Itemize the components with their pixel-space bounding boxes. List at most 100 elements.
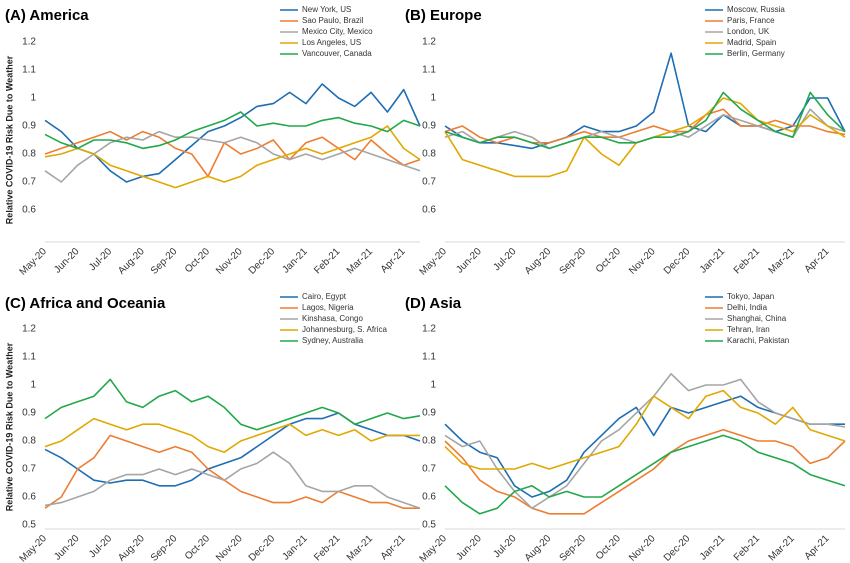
x-tick-label: Jul-20 (87, 533, 114, 560)
series-line (44, 378, 421, 431)
x-tick-label: Jan-21 (698, 246, 728, 276)
y-tick-label: 1 (30, 380, 36, 391)
x-tick-label: Mar-21 (345, 246, 375, 276)
x-tick-label: Jan-21 (698, 533, 728, 563)
y-tick-label: 1.2 (22, 37, 36, 48)
legend-label: Moscow, Russia (727, 5, 785, 14)
y-tick-label: 1.1 (422, 65, 436, 76)
x-tick-label: Feb-21 (732, 533, 762, 563)
x-tick-label: May-20 (18, 533, 50, 563)
x-tick-label: Dec-20 (662, 533, 693, 563)
series-line (44, 111, 421, 150)
x-tick-label: Oct-20 (183, 246, 212, 275)
x-tick-label: Oct-20 (594, 246, 623, 275)
legend-label: Los Angeles, US (302, 38, 361, 47)
y-axis-label: Relative COVID-19 Risk Due to Weather (4, 55, 14, 224)
series-line (44, 130, 421, 183)
y-tick-label: 0.7 (422, 177, 436, 188)
x-tick-label: Aug-20 (116, 246, 147, 277)
y-axis-label: Relative COVID-19 Risk Due to Weather (4, 342, 14, 511)
y-tick-label: 0.9 (22, 121, 36, 132)
x-tick-label: Feb-21 (312, 246, 342, 276)
x-tick-label: Aug-20 (116, 533, 147, 563)
y-tick-label: 0.6 (22, 205, 36, 216)
x-tick-label: Nov-20 (214, 533, 245, 563)
y-tick-label: 0.8 (22, 149, 36, 160)
legend-label: Paris, France (727, 16, 775, 25)
series-line (444, 373, 846, 509)
x-tick-label: Dec-20 (247, 533, 278, 563)
y-tick-label: 0.9 (422, 408, 436, 419)
legend-label: Karachi, Pakistan (727, 336, 789, 345)
y-tick-label: 1 (30, 93, 36, 104)
y-tick-label: 0.9 (22, 408, 36, 419)
legend-label: Shanghai, China (727, 314, 787, 323)
legend-label: Johannesburg, S. Africa (302, 325, 387, 334)
series-line (44, 83, 421, 183)
panel-title: (B) Europe (405, 7, 482, 24)
x-tick-label: May-20 (418, 246, 450, 278)
legend-label: Tehran, Iran (727, 325, 770, 334)
x-tick-label: Nov-20 (214, 246, 245, 277)
legend-label: Delhi, India (727, 303, 768, 312)
series-line (444, 108, 846, 144)
x-tick-label: Nov-20 (627, 533, 658, 563)
x-tick-label: Apr-21 (803, 533, 832, 562)
legend-label: Vancouver, Canada (302, 49, 372, 58)
x-tick-label: Jan-21 (280, 246, 310, 276)
series-line (444, 434, 846, 515)
x-tick-label: Mar-21 (345, 533, 375, 563)
x-tick-label: Oct-20 (594, 533, 623, 562)
x-tick-label: Jul-20 (87, 246, 114, 273)
legend-label: London, UK (727, 27, 770, 36)
legend-label: Madrid, Spain (727, 38, 776, 47)
x-tick-label: Sep-20 (558, 246, 589, 277)
legend-label: Kinshasa, Congo (302, 314, 363, 323)
y-tick-label: 1 (430, 93, 436, 104)
x-tick-label: Jun-20 (454, 533, 484, 563)
y-tick-label: 0.5 (422, 520, 436, 531)
x-tick-label: Jun-20 (52, 246, 82, 276)
legend-label: Sao Paulo, Brazil (302, 16, 364, 25)
y-tick-label: 1.1 (422, 352, 436, 363)
legend-label: Tokyo, Japan (727, 292, 774, 301)
y-tick-label: 0.7 (22, 464, 36, 475)
x-tick-label: Oct-20 (183, 533, 212, 562)
x-tick-label: Mar-21 (767, 246, 797, 276)
panel-title: (D) Asia (405, 295, 462, 312)
x-tick-label: May-20 (18, 246, 50, 278)
y-tick-label: 0.6 (422, 492, 436, 503)
series-line (44, 417, 420, 453)
x-tick-label: Jun-20 (52, 533, 82, 563)
x-tick-label: Nov-20 (627, 246, 658, 277)
series-line (44, 125, 421, 189)
y-tick-label: 0.8 (422, 149, 436, 160)
x-tick-label: Jan-21 (280, 533, 310, 563)
x-tick-label: Feb-21 (732, 246, 762, 276)
x-tick-label: Apr-21 (379, 246, 408, 275)
x-tick-label: Apr-21 (803, 246, 832, 275)
x-tick-label: Sep-20 (149, 533, 180, 563)
legend-label: New York, US (302, 5, 351, 14)
y-tick-label: 0.8 (422, 436, 436, 447)
y-tick-label: 1.1 (22, 65, 36, 76)
x-tick-label: Sep-20 (558, 533, 589, 563)
x-tick-label: May-20 (418, 533, 450, 563)
y-tick-label: 0.7 (22, 177, 36, 188)
x-tick-label: Jun-20 (454, 246, 484, 276)
x-tick-label: Jul-20 (492, 246, 519, 273)
y-tick-label: 1 (430, 380, 436, 391)
x-tick-label: Dec-20 (247, 246, 278, 277)
x-tick-label: Feb-21 (312, 533, 342, 563)
legend-label: Lagos, Nigeria (302, 303, 354, 312)
y-tick-label: 0.5 (22, 520, 36, 531)
legend-label: Cairo, Egypt (302, 292, 347, 301)
x-tick-label: Aug-20 (523, 246, 554, 277)
y-tick-label: 1.2 (22, 324, 36, 335)
y-tick-label: 0.6 (422, 205, 436, 216)
series-line (44, 130, 421, 178)
series-line (444, 389, 846, 470)
panel-title: (C) Africa and Oceania (5, 295, 166, 312)
x-tick-label: Mar-21 (767, 533, 797, 563)
